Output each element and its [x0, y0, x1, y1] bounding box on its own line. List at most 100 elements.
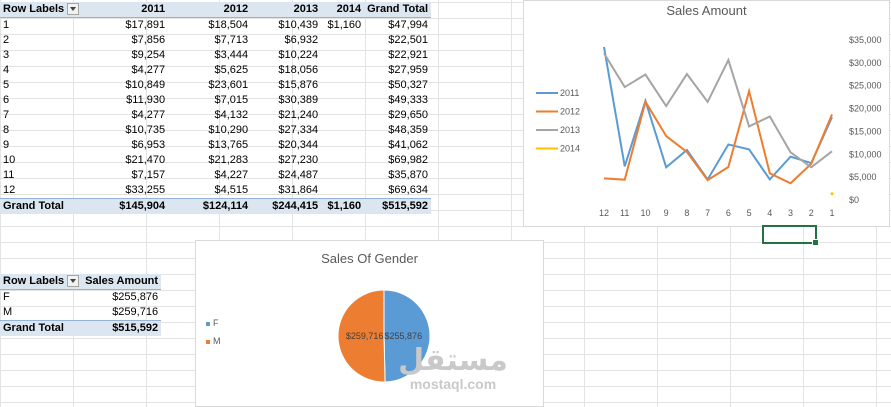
row-label-cell[interactable]: 8	[3, 124, 10, 136]
grand-total-label[interactable]: Grand Total	[0, 320, 83, 336]
table-row[interactable]: 12 $33,255 $4,515 $31,864 $69,634	[0, 183, 431, 199]
table-row[interactable]: 7 $4,277 $4,132 $21,240 $29,650	[0, 108, 431, 123]
column-header[interactable]: 2012	[168, 2, 252, 18]
row-label-cell[interactable]: 1	[3, 19, 10, 31]
pie-slice-M[interactable]	[337, 289, 386, 383]
value-cell[interactable]: $7,713	[214, 34, 249, 46]
value-cell[interactable]: $23,601	[208, 79, 249, 91]
table-row[interactable]: 2 $7,856 $7,713 $6,932 $22,501	[0, 33, 431, 48]
value-cell[interactable]: $4,277	[131, 109, 166, 121]
sales-of-gender-pie-chart[interactable]: Sales Of Gender $255,876 F $259,716 M	[195, 240, 544, 407]
value-cell[interactable]: $21,470	[125, 154, 166, 166]
table-row[interactable]: 10 $21,470 $21,283 $27,230 $69,982	[0, 153, 431, 168]
value-cell[interactable]: $13,765	[208, 139, 249, 151]
table-row[interactable]: 6 $11,930 $7,015 $30,389 $49,333	[0, 93, 431, 108]
value-cell[interactable]: $33,255	[125, 184, 166, 196]
row-label-cell[interactable]: 9	[3, 139, 10, 151]
value-cell[interactable]: $10,849	[125, 79, 166, 91]
value-cell[interactable]: $21,240	[278, 109, 319, 121]
value-cell[interactable]: $17,891	[125, 19, 166, 31]
value-cell[interactable]: $1,160	[327, 19, 362, 31]
table-row[interactable]: 4 $4,277 $5,625 $18,056 $27,959	[0, 63, 431, 78]
row-label-cell[interactable]: M	[3, 306, 13, 318]
row-labels-header[interactable]: Row Labels	[0, 2, 83, 18]
value-cell[interactable]: $255,876	[112, 291, 159, 303]
table-row[interactable]: M $259,716	[0, 305, 161, 321]
value-cell[interactable]: $7,856	[131, 34, 166, 46]
grand-total-row[interactable]: Grand Total $515,592	[0, 320, 162, 336]
filter-dropdown-icon[interactable]	[67, 3, 80, 16]
value-cell[interactable]: $15,876	[278, 79, 319, 91]
value-cell[interactable]: $20,344	[278, 139, 319, 151]
row-label-cell[interactable]: 4	[3, 64, 10, 76]
value-cell[interactable]	[321, 33, 364, 48]
grand-total-value[interactable]: $145,904	[82, 198, 169, 214]
value-cell[interactable]	[321, 93, 364, 108]
table-row[interactable]: 5 $10,849 $23,601 $15,876 $50,327	[0, 78, 431, 93]
value-cell[interactable]: $22,501	[388, 34, 429, 46]
grand-total-value[interactable]: $124,114	[168, 198, 252, 214]
row-label-cell[interactable]: 6	[3, 94, 10, 106]
table-row[interactable]: F $255,876	[0, 290, 161, 306]
value-cell[interactable]: $47,994	[388, 19, 429, 31]
column-header[interactable]: 2013	[251, 2, 322, 18]
value-cell[interactable]: $10,224	[278, 49, 319, 61]
table-row[interactable]: 11 $7,157 $4,227 $24,487 $35,870	[0, 168, 431, 183]
value-cell[interactable]: $4,227	[214, 169, 249, 181]
value-cell[interactable]: $29,650	[388, 109, 429, 121]
row-label-cell[interactable]: F	[3, 291, 10, 303]
row-label-cell[interactable]: 11	[3, 169, 15, 181]
value-cell[interactable]: $10,439	[278, 19, 319, 31]
value-cell[interactable]: $22,921	[388, 49, 429, 61]
row-labels-header[interactable]: Row Labels	[0, 274, 83, 290]
grand-total-value[interactable]: $244,415	[251, 198, 322, 214]
value-cell[interactable]	[321, 153, 364, 168]
value-cell[interactable]: $18,504	[208, 19, 249, 31]
value-cell[interactable]: $69,982	[388, 154, 429, 166]
value-cell[interactable]: $5,625	[214, 64, 249, 76]
selected-cell[interactable]	[762, 225, 819, 246]
row-label-cell[interactable]: 12	[3, 184, 16, 196]
value-cell[interactable]: $9,254	[131, 49, 166, 61]
value-cell[interactable]: $49,333	[388, 94, 429, 106]
value-cell[interactable]: $35,870	[388, 169, 429, 181]
value-cell[interactable]: $31,864	[278, 184, 319, 196]
value-cell[interactable]: $27,959	[388, 64, 429, 76]
column-header[interactable]: Grand Total	[364, 2, 432, 18]
value-cell[interactable]	[321, 123, 364, 138]
column-header[interactable]: Sales Amount	[82, 274, 162, 290]
value-cell[interactable]: $4,132	[214, 109, 249, 121]
value-cell[interactable]: $48,359	[388, 124, 429, 136]
table-row[interactable]: 3 $9,254 $3,444 $10,224 $22,921	[0, 48, 431, 63]
value-cell[interactable]: $6,932	[284, 34, 319, 46]
value-cell[interactable]: $3,444	[214, 49, 249, 61]
grand-total-label[interactable]: Grand Total	[0, 198, 83, 214]
value-cell[interactable]	[321, 138, 364, 153]
value-cell[interactable]: $69,634	[388, 184, 429, 196]
value-cell[interactable]: $30,389	[278, 94, 319, 106]
grand-total-value[interactable]: $1,160	[321, 198, 365, 214]
series-point-2014[interactable]	[830, 192, 834, 196]
row-label-cell[interactable]: 2	[3, 34, 10, 46]
row-label-cell[interactable]: 5	[3, 79, 10, 91]
series-line-2013[interactable]	[603, 52, 833, 169]
series-line-2011[interactable]	[603, 46, 833, 182]
value-cell[interactable]	[321, 183, 364, 199]
value-cell[interactable]: $4,277	[131, 64, 166, 76]
column-header[interactable]: 2014	[321, 2, 365, 18]
row-label-cell[interactable]: 3	[3, 49, 10, 61]
value-cell[interactable]: $6,953	[131, 139, 166, 151]
value-cell[interactable]: $7,015	[214, 94, 249, 106]
value-cell[interactable]: $259,716	[112, 306, 159, 318]
row-label-cell[interactable]: 10	[3, 154, 16, 166]
value-cell[interactable]: $7,157	[131, 169, 166, 181]
value-cell[interactable]	[321, 78, 364, 93]
value-cell[interactable]: $50,327	[388, 79, 429, 91]
value-cell[interactable]: $41,062	[388, 139, 429, 151]
filter-dropdown-icon[interactable]	[67, 275, 80, 288]
sales-amount-line-chart[interactable]: Sales Amount $35,000 $30,000 $25,000 $20,00…	[523, 0, 890, 227]
series-line-2012[interactable]	[603, 87, 833, 185]
grand-total-value[interactable]: $515,592	[364, 198, 432, 214]
table-row[interactable]: 9 $6,953 $13,765 $20,344 $41,062	[0, 138, 431, 153]
table-row[interactable]: 8 $10,735 $10,290 $27,334 $48,359	[0, 123, 431, 138]
